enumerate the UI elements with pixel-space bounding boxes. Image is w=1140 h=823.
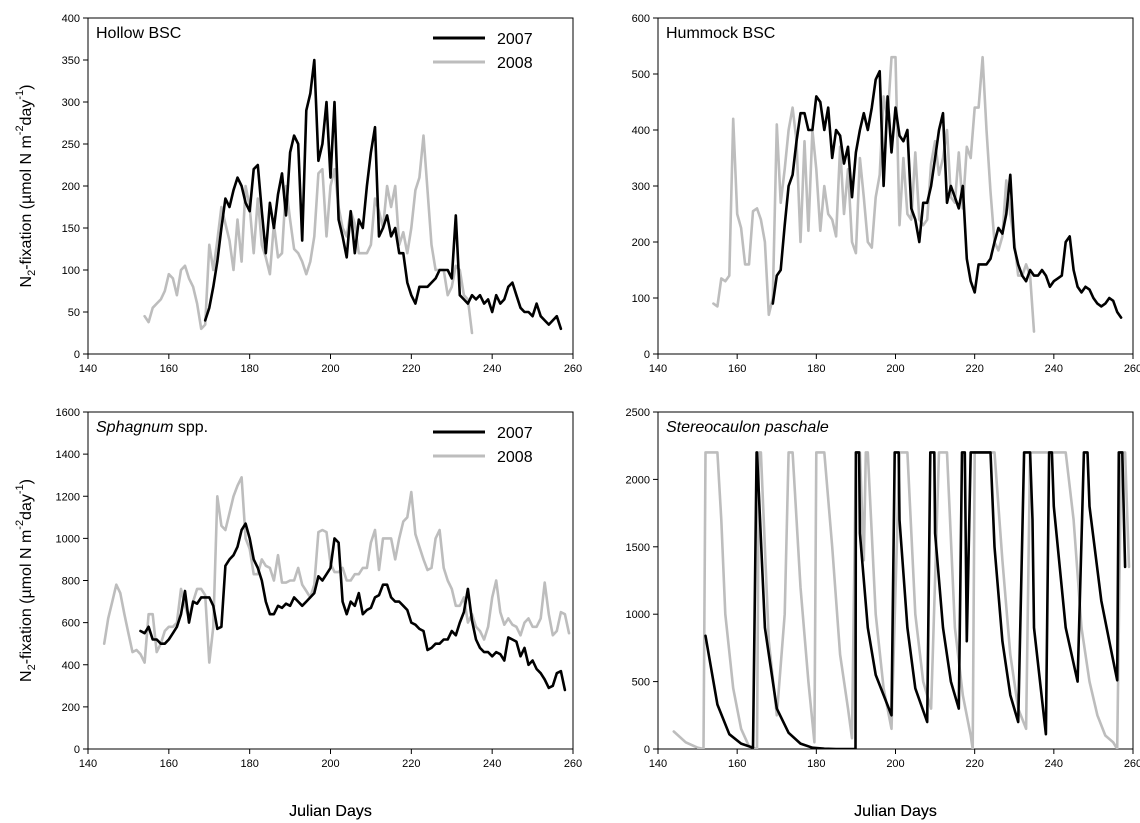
x-tick-label: 220 xyxy=(402,363,420,375)
y-tick-label: 400 xyxy=(632,125,650,137)
y-tick-label: 800 xyxy=(62,576,80,588)
y-tick-label: 1000 xyxy=(626,609,650,621)
legend-label-2007: 2007 xyxy=(497,31,533,48)
x-tick-label: 220 xyxy=(965,758,983,770)
series-line-2007 xyxy=(139,522,567,692)
y-tick-label: 200 xyxy=(62,181,80,193)
panel-title: Hummock BSC xyxy=(666,25,775,42)
panel-2: 140 160 180 200 220 240 260 0 200 400 600 800 1000 12… xyxy=(14,407,582,820)
x-tick-label: 140 xyxy=(79,758,97,770)
y-tick-label: 0 xyxy=(644,744,650,756)
x-tick-label: 140 xyxy=(649,363,667,375)
series-line-2008 xyxy=(672,451,1131,749)
x-tick-label: 220 xyxy=(965,363,983,375)
y-tick-label: 250 xyxy=(62,139,80,151)
x-tick-label: 160 xyxy=(728,758,746,770)
x-tick-label: 160 xyxy=(160,758,178,770)
y-tick-label: 50 xyxy=(68,307,80,319)
y-tick-label: 200 xyxy=(632,237,650,249)
panel-0: 140 160 180 200 220 240 260 0 50 100 150 200 250 300 3… xyxy=(14,13,582,820)
x-tick-label: 180 xyxy=(240,363,258,375)
y-tick-label: 300 xyxy=(632,181,650,193)
series-line-2008 xyxy=(143,134,474,335)
x-axis-title: Julian Days xyxy=(854,803,937,820)
panel-title: Stereocaulon paschale xyxy=(666,419,829,436)
y-tick-label: 200 xyxy=(62,702,80,714)
x-tick-label: 240 xyxy=(483,363,501,375)
y-tick-label: 0 xyxy=(74,744,80,756)
y-tick-label: 400 xyxy=(62,13,80,25)
x-tick-label: 200 xyxy=(321,363,339,375)
x-tick-label: 260 xyxy=(564,363,582,375)
legend: 2007 2008 xyxy=(433,31,533,72)
y-tick-label: 500 xyxy=(632,69,650,81)
x-axis-title: Julian Days xyxy=(289,803,372,820)
panel-1: 140 160 180 200 220 240 260 0 100 200 300 400 500 600… xyxy=(632,13,1140,820)
y-tick-label: 400 xyxy=(62,660,80,672)
x-tick-label: 180 xyxy=(807,758,825,770)
y-tick-label: 350 xyxy=(62,55,80,67)
y-tick-label: 1400 xyxy=(56,449,80,461)
x-tick-label: 260 xyxy=(564,758,582,770)
panel-title: Hollow BSC xyxy=(96,25,181,42)
x-tick-label: 140 xyxy=(649,758,667,770)
x-tick-label: 220 xyxy=(402,758,420,770)
y-tick-label: 1000 xyxy=(56,533,80,545)
y-tick-label: 300 xyxy=(62,97,80,109)
y-tick-label: 1200 xyxy=(56,491,80,503)
series-line-2007 xyxy=(704,451,1127,749)
series-line-2007 xyxy=(771,69,1123,319)
y-tick-label: 0 xyxy=(644,349,650,361)
x-tick-label: 160 xyxy=(160,363,178,375)
x-tick-label: 140 xyxy=(79,363,97,375)
x-tick-label: 260 xyxy=(1124,363,1140,375)
x-tick-label: 200 xyxy=(886,758,904,770)
y-tick-label: 100 xyxy=(632,293,650,305)
x-tick-label: 200 xyxy=(886,363,904,375)
y-tick-label: 100 xyxy=(62,265,80,277)
y-axis-title: N2-fixation (µmol N m-2day-1) xyxy=(14,85,38,288)
legend-label-2007: 2007 xyxy=(497,425,533,442)
series-line-2008 xyxy=(712,55,1036,333)
x-tick-label: 240 xyxy=(483,758,501,770)
y-tick-label: 600 xyxy=(632,13,650,25)
panel-3: 140 160 180 200 220 240 260 0 500 1000 1500 2000 250… xyxy=(626,407,1140,820)
x-tick-label: 180 xyxy=(240,758,258,770)
y-tick-label: 1600 xyxy=(56,407,80,419)
series-line-2007 xyxy=(203,58,563,331)
x-axis-title: Julian Days xyxy=(289,803,372,820)
y-tick-label: 0 xyxy=(74,349,80,361)
x-tick-label: 160 xyxy=(728,363,746,375)
y-tick-label: 2000 xyxy=(626,474,650,486)
x-tick-label: 180 xyxy=(807,363,825,375)
legend-label-2008: 2008 xyxy=(497,449,533,466)
legend: 2007 2008 xyxy=(433,425,533,466)
x-tick-label: 200 xyxy=(321,758,339,770)
panel-title: Sphagnum spp. xyxy=(96,419,208,436)
y-axis-title: N2-fixation (µmol N m-2day-1) xyxy=(14,479,38,682)
x-tick-label: 260 xyxy=(1124,758,1140,770)
series-line-2008 xyxy=(102,475,571,664)
x-tick-label: 240 xyxy=(1045,758,1063,770)
y-tick-label: 600 xyxy=(62,618,80,630)
y-tick-label: 500 xyxy=(632,677,650,689)
x-axis-title: Julian Days xyxy=(854,803,937,820)
y-tick-label: 150 xyxy=(62,223,80,235)
y-tick-label: 1500 xyxy=(626,542,650,554)
legend-label-2008: 2008 xyxy=(497,55,533,72)
x-tick-label: 240 xyxy=(1045,363,1063,375)
y-tick-label: 2500 xyxy=(626,407,650,419)
